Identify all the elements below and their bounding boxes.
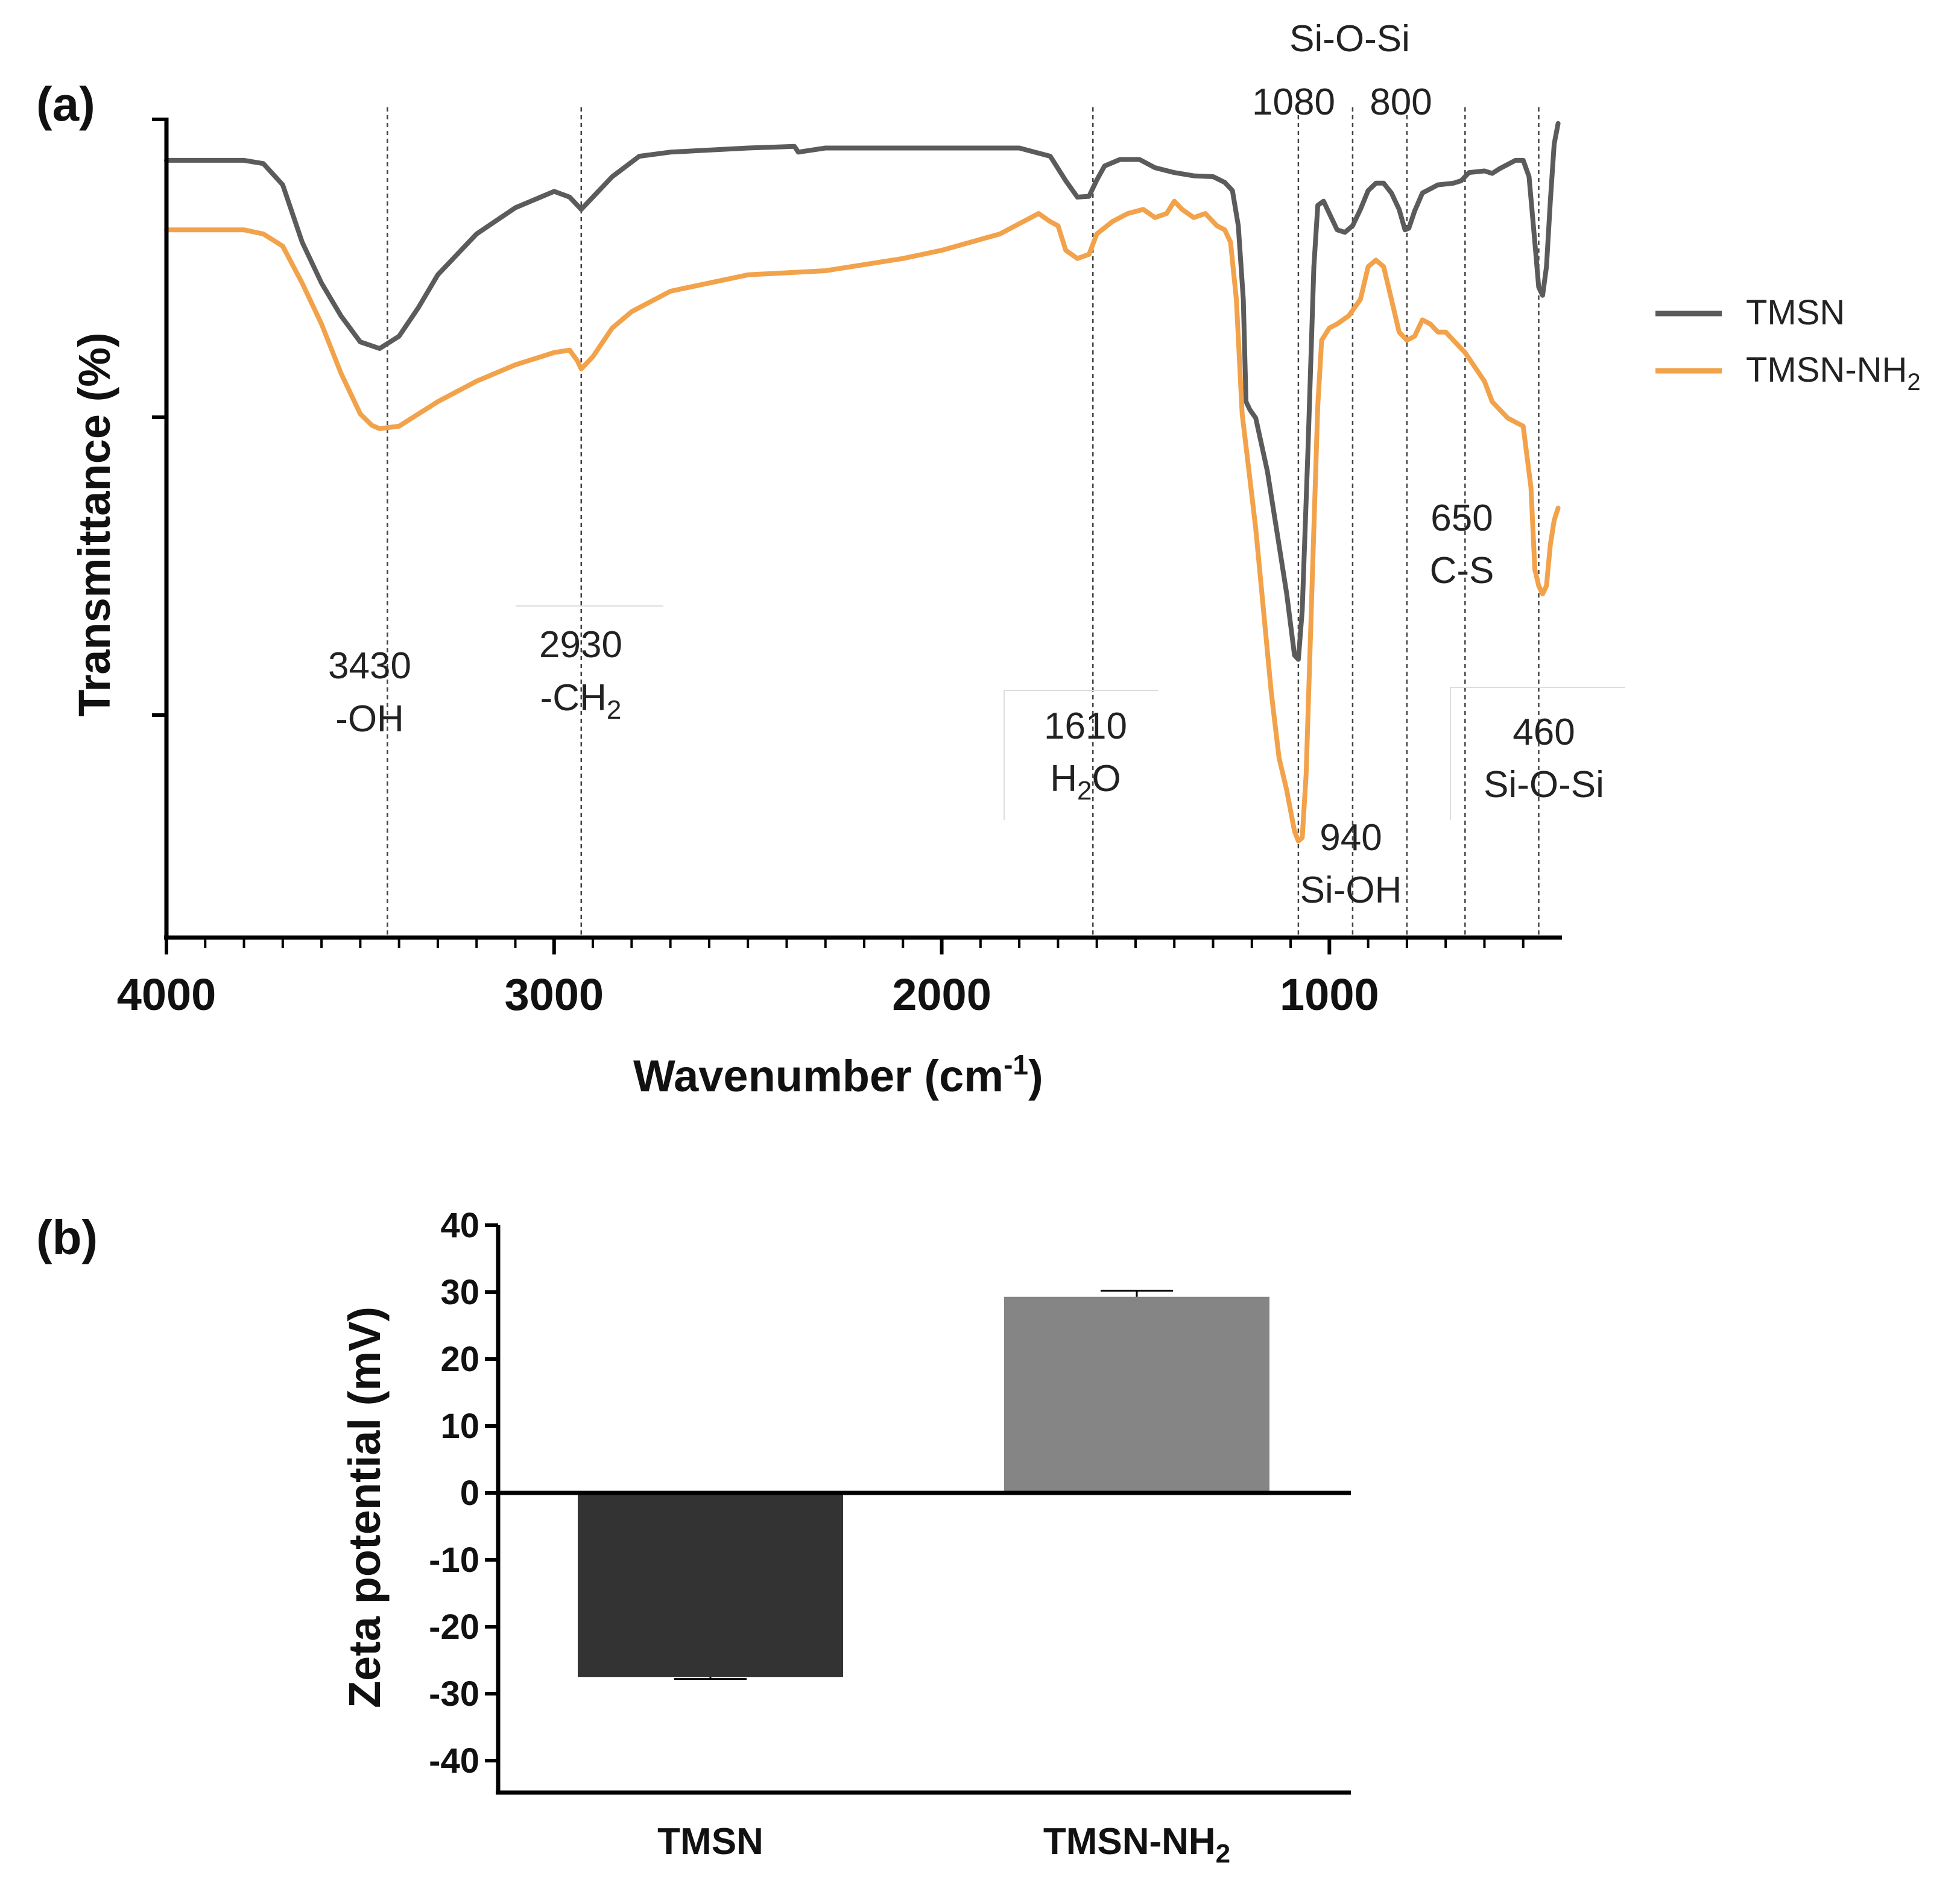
bar-tmsn	[578, 1493, 843, 1677]
ftir-chart: (a) 4000 3000 2000 1000 Wavenumber (cm-1) T…	[36, 18, 1921, 1101]
y-tick-label: 40	[440, 1206, 479, 1245]
y-tick-label: -10	[429, 1541, 479, 1580]
annotation-1080-value: 1080	[1252, 81, 1335, 123]
category-label-tmsn: TMSN	[657, 1821, 763, 1863]
spectra-series	[164, 121, 1561, 844]
series-line-tmsn	[164, 121, 1561, 662]
annotation-460-group: Si-O-Si	[1484, 764, 1604, 806]
zeta-y-axis-title: Zeta potential (mV)	[340, 1307, 390, 1708]
legend-label-tmsn: TMSN	[1746, 293, 1845, 332]
series-line-tmsn-nh2	[164, 198, 1561, 844]
legend-label-tmsn-nh2: TMSN-NH2	[1746, 350, 1921, 396]
zeta-bars	[578, 1290, 1269, 1680]
zeta-chart: (b) 40 30 20 10 0 -10 -20 -30 -40 Zeta potential…	[36, 1206, 1351, 1869]
y-tick-label: -30	[429, 1674, 479, 1714]
annotation-650-value: 650	[1430, 497, 1493, 539]
y-tick-label: 20	[440, 1340, 479, 1379]
ftir-legend: TMSN TMSN-NH2	[1655, 293, 1921, 396]
ftir-axes	[152, 118, 1562, 940]
panel-a-label: (a)	[36, 77, 95, 131]
ftir-y-axis-title: Transmittance (%)	[69, 332, 119, 716]
ftir-x-axis-title: Wavenumber (cm-1)	[633, 1049, 1043, 1101]
annotation-1610-value: 1610	[1044, 705, 1127, 747]
annotation-650-group: C-S	[1430, 550, 1494, 591]
y-tick-label: 10	[440, 1407, 479, 1446]
annotation-3430-value: 3430	[328, 645, 411, 687]
bar-tmsn-nh2	[1004, 1296, 1269, 1493]
annotation-1610-group: H2O	[1050, 758, 1121, 806]
y-tick-label: 0	[460, 1474, 479, 1513]
y-tick-label: -20	[429, 1607, 479, 1647]
annotation-940-value: 940	[1320, 817, 1382, 859]
x-tick-label: 1000	[1280, 970, 1379, 1020]
peak-guide-lines	[387, 107, 1540, 938]
zeta-axes	[496, 1225, 1351, 1795]
annotation-2930-group: -CH2	[540, 677, 622, 725]
annotation-460-value: 460	[1513, 711, 1575, 753]
y-tick-label: 30	[440, 1273, 479, 1312]
annotation-3430-group: -OH	[335, 698, 404, 740]
annotation-si-o-si-top: Si-O-Si	[1289, 18, 1410, 60]
peak-annotations: 3430 -OH 2930 -CH2 1610 H2O Si-O-Si 1080…	[328, 18, 1604, 911]
annotation-frames	[516, 605, 1625, 820]
x-tick-label: 4000	[117, 970, 217, 1020]
x-tick-label: 3000	[504, 970, 604, 1020]
panel-b-label: (b)	[36, 1211, 98, 1264]
annotation-2930-value: 2930	[539, 624, 622, 666]
category-label-tmsn-nh2: TMSN-NH2	[1043, 1821, 1230, 1869]
y-tick-label: -40	[429, 1741, 479, 1781]
zeta-y-ticks: 40 30 20 10 0 -10 -20 -30 -40	[429, 1206, 498, 1781]
annotation-800-value: 800	[1370, 81, 1432, 123]
annotation-940-group: Si-OH	[1300, 869, 1402, 911]
x-tick-label: 2000	[892, 970, 991, 1020]
ftir-x-ticks: 4000 3000 2000 1000	[117, 938, 1525, 1020]
